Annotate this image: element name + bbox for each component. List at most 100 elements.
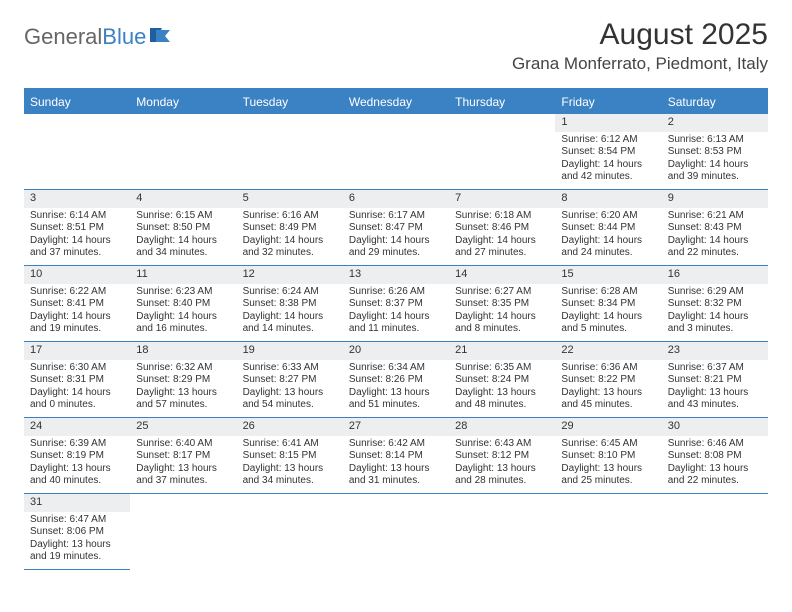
day-number: 30 bbox=[662, 418, 768, 436]
day-number: 22 bbox=[555, 342, 661, 360]
calendar-cell-empty bbox=[24, 114, 130, 190]
day-number: 6 bbox=[343, 190, 449, 208]
calendar-cell: 12Sunrise: 6:24 AMSunset: 8:38 PMDayligh… bbox=[237, 266, 343, 342]
header: GeneralBlue August 2025 Grana Monferrato… bbox=[0, 0, 792, 82]
sunset-line: Sunset: 8:47 PM bbox=[349, 222, 443, 235]
sunrise-line: Sunrise: 6:39 AM bbox=[30, 438, 124, 451]
sunset-line: Sunset: 8:12 PM bbox=[455, 450, 549, 463]
sunrise-line: Sunrise: 6:26 AM bbox=[349, 286, 443, 299]
day-body: Sunrise: 6:22 AMSunset: 8:41 PMDaylight:… bbox=[24, 284, 130, 340]
calendar-cell: 15Sunrise: 6:28 AMSunset: 8:34 PMDayligh… bbox=[555, 266, 661, 342]
sunset-line: Sunset: 8:46 PM bbox=[455, 222, 549, 235]
daylight-line: Daylight: 13 hours and 31 minutes. bbox=[349, 463, 443, 488]
day-number: 28 bbox=[449, 418, 555, 436]
sunset-line: Sunset: 8:21 PM bbox=[668, 374, 762, 387]
sunset-line: Sunset: 8:35 PM bbox=[455, 298, 549, 311]
sunrise-line: Sunrise: 6:36 AM bbox=[561, 362, 655, 375]
logo-text-blue: Blue bbox=[102, 24, 146, 50]
day-body: Sunrise: 6:28 AMSunset: 8:34 PMDaylight:… bbox=[555, 284, 661, 340]
day-body: Sunrise: 6:16 AMSunset: 8:49 PMDaylight:… bbox=[237, 208, 343, 264]
day-body: Sunrise: 6:46 AMSunset: 8:08 PMDaylight:… bbox=[662, 436, 768, 492]
day-body: Sunrise: 6:18 AMSunset: 8:46 PMDaylight:… bbox=[449, 208, 555, 264]
daylight-line: Daylight: 13 hours and 40 minutes. bbox=[30, 463, 124, 488]
weekday-label: Friday bbox=[555, 90, 661, 114]
sunrise-line: Sunrise: 6:16 AM bbox=[243, 210, 337, 223]
sunrise-line: Sunrise: 6:45 AM bbox=[561, 438, 655, 451]
calendar-cell: 25Sunrise: 6:40 AMSunset: 8:17 PMDayligh… bbox=[130, 418, 236, 494]
sunrise-line: Sunrise: 6:46 AM bbox=[668, 438, 762, 451]
weekday-label: Thursday bbox=[449, 90, 555, 114]
day-body: Sunrise: 6:47 AMSunset: 8:06 PMDaylight:… bbox=[24, 512, 130, 568]
sunrise-line: Sunrise: 6:41 AM bbox=[243, 438, 337, 451]
day-body: Sunrise: 6:14 AMSunset: 8:51 PMDaylight:… bbox=[24, 208, 130, 264]
weekday-label: Tuesday bbox=[237, 90, 343, 114]
weekday-label: Sunday bbox=[24, 90, 130, 114]
sunrise-line: Sunrise: 6:28 AM bbox=[561, 286, 655, 299]
daylight-line: Daylight: 13 hours and 34 minutes. bbox=[243, 463, 337, 488]
day-body: Sunrise: 6:12 AMSunset: 8:54 PMDaylight:… bbox=[555, 132, 661, 188]
weekday-header: SundayMondayTuesdayWednesdayThursdayFrid… bbox=[24, 90, 768, 114]
daylight-line: Daylight: 13 hours and 19 minutes. bbox=[30, 539, 124, 564]
sunrise-line: Sunrise: 6:17 AM bbox=[349, 210, 443, 223]
day-body: Sunrise: 6:34 AMSunset: 8:26 PMDaylight:… bbox=[343, 360, 449, 416]
sunrise-line: Sunrise: 6:37 AM bbox=[668, 362, 762, 375]
sunrise-line: Sunrise: 6:22 AM bbox=[30, 286, 124, 299]
day-number: 12 bbox=[237, 266, 343, 284]
calendar-cell: 16Sunrise: 6:29 AMSunset: 8:32 PMDayligh… bbox=[662, 266, 768, 342]
daylight-line: Daylight: 13 hours and 22 minutes. bbox=[668, 463, 762, 488]
calendar-cell: 28Sunrise: 6:43 AMSunset: 8:12 PMDayligh… bbox=[449, 418, 555, 494]
calendar-cell: 17Sunrise: 6:30 AMSunset: 8:31 PMDayligh… bbox=[24, 342, 130, 418]
sunrise-line: Sunrise: 6:43 AM bbox=[455, 438, 549, 451]
day-number: 3 bbox=[24, 190, 130, 208]
calendar-cell: 20Sunrise: 6:34 AMSunset: 8:26 PMDayligh… bbox=[343, 342, 449, 418]
day-number: 19 bbox=[237, 342, 343, 360]
sunset-line: Sunset: 8:10 PM bbox=[561, 450, 655, 463]
sunrise-line: Sunrise: 6:18 AM bbox=[455, 210, 549, 223]
calendar-cell: 6Sunrise: 6:17 AMSunset: 8:47 PMDaylight… bbox=[343, 190, 449, 266]
weekday-label: Saturday bbox=[662, 90, 768, 114]
sunrise-line: Sunrise: 6:20 AM bbox=[561, 210, 655, 223]
sunrise-line: Sunrise: 6:24 AM bbox=[243, 286, 337, 299]
daylight-line: Daylight: 14 hours and 27 minutes. bbox=[455, 235, 549, 260]
daylight-line: Daylight: 13 hours and 57 minutes. bbox=[136, 387, 230, 412]
calendar-cell: 7Sunrise: 6:18 AMSunset: 8:46 PMDaylight… bbox=[449, 190, 555, 266]
sunset-line: Sunset: 8:44 PM bbox=[561, 222, 655, 235]
daylight-line: Daylight: 13 hours and 43 minutes. bbox=[668, 387, 762, 412]
daylight-line: Daylight: 14 hours and 22 minutes. bbox=[668, 235, 762, 260]
sunrise-line: Sunrise: 6:30 AM bbox=[30, 362, 124, 375]
sunrise-line: Sunrise: 6:32 AM bbox=[136, 362, 230, 375]
day-number: 9 bbox=[662, 190, 768, 208]
sunset-line: Sunset: 8:53 PM bbox=[668, 146, 762, 159]
sunrise-line: Sunrise: 6:47 AM bbox=[30, 514, 124, 527]
calendar-cell: 9Sunrise: 6:21 AMSunset: 8:43 PMDaylight… bbox=[662, 190, 768, 266]
day-number: 29 bbox=[555, 418, 661, 436]
sunset-line: Sunset: 8:15 PM bbox=[243, 450, 337, 463]
day-body: Sunrise: 6:42 AMSunset: 8:14 PMDaylight:… bbox=[343, 436, 449, 492]
day-number: 17 bbox=[24, 342, 130, 360]
sunrise-line: Sunrise: 6:27 AM bbox=[455, 286, 549, 299]
calendar-cell: 10Sunrise: 6:22 AMSunset: 8:41 PMDayligh… bbox=[24, 266, 130, 342]
daylight-line: Daylight: 14 hours and 39 minutes. bbox=[668, 159, 762, 184]
daylight-line: Daylight: 14 hours and 42 minutes. bbox=[561, 159, 655, 184]
daylight-line: Daylight: 14 hours and 34 minutes. bbox=[136, 235, 230, 260]
sunrise-line: Sunrise: 6:33 AM bbox=[243, 362, 337, 375]
daylight-line: Daylight: 14 hours and 8 minutes. bbox=[455, 311, 549, 336]
day-body: Sunrise: 6:26 AMSunset: 8:37 PMDaylight:… bbox=[343, 284, 449, 340]
sunrise-line: Sunrise: 6:42 AM bbox=[349, 438, 443, 451]
calendar-cell: 23Sunrise: 6:37 AMSunset: 8:21 PMDayligh… bbox=[662, 342, 768, 418]
day-body: Sunrise: 6:29 AMSunset: 8:32 PMDaylight:… bbox=[662, 284, 768, 340]
calendar-cell-empty bbox=[130, 114, 236, 190]
sunrise-line: Sunrise: 6:40 AM bbox=[136, 438, 230, 451]
sunrise-line: Sunrise: 6:23 AM bbox=[136, 286, 230, 299]
day-body: Sunrise: 6:23 AMSunset: 8:40 PMDaylight:… bbox=[130, 284, 236, 340]
logo-flag-icon bbox=[148, 24, 174, 50]
day-number: 25 bbox=[130, 418, 236, 436]
daylight-line: Daylight: 13 hours and 45 minutes. bbox=[561, 387, 655, 412]
calendar-cell: 4Sunrise: 6:15 AMSunset: 8:50 PMDaylight… bbox=[130, 190, 236, 266]
day-body: Sunrise: 6:43 AMSunset: 8:12 PMDaylight:… bbox=[449, 436, 555, 492]
day-number: 27 bbox=[343, 418, 449, 436]
day-number: 2 bbox=[662, 114, 768, 132]
calendar-cell: 26Sunrise: 6:41 AMSunset: 8:15 PMDayligh… bbox=[237, 418, 343, 494]
daylight-line: Daylight: 13 hours and 54 minutes. bbox=[243, 387, 337, 412]
daylight-line: Daylight: 14 hours and 19 minutes. bbox=[30, 311, 124, 336]
